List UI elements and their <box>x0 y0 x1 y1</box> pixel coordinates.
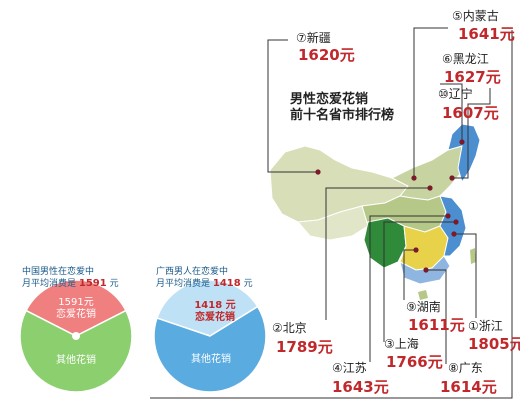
pie-china-love-value: 1591元 <box>58 297 94 308</box>
pie-china-title-line1: 中国男性在恋爱中 <box>22 267 95 277</box>
dot-jiangsu <box>445 213 451 219</box>
leader-line-hunan <box>403 249 416 300</box>
dot-hunan <box>413 247 419 253</box>
prov-rank: ⑤ <box>452 9 463 23</box>
prov-rank: ② <box>272 321 283 335</box>
pie-china-love-label: 1591元 恋爱花销 <box>36 297 116 321</box>
china-map <box>269 123 481 300</box>
prov-value-liaoning: 1607元 <box>442 104 499 122</box>
leader-line-zhejiang <box>454 233 477 318</box>
leader-line-neimenggu <box>413 27 448 178</box>
prov-name: 浙江 <box>478 319 503 333</box>
pie-guangxi-slice-1 <box>153 305 267 393</box>
map-taiwan-island <box>470 248 476 264</box>
prov-value-neimenggu: 1641元 <box>458 25 515 43</box>
prov-value-zhejiang: 1805元 <box>468 335 520 353</box>
prov-name: 新疆 <box>306 31 331 45</box>
prov-label-beijing: ②北京 <box>272 322 307 334</box>
prov-rank: ⑨ <box>406 300 417 314</box>
leader-line-xinjiang <box>267 39 318 173</box>
pie-china-slice-1 <box>19 309 133 393</box>
pie-guangxi-title: 广西男人在恋爱中 月平均消费是 1418 元 <box>156 266 253 290</box>
leader-line-heilongjiang <box>440 83 463 142</box>
map-hainan-island <box>418 290 428 300</box>
leader-line-shanghai <box>383 221 456 342</box>
dot-guangdong <box>423 267 429 273</box>
prov-name: 江苏 <box>342 361 367 375</box>
dot-zhejiang <box>451 231 457 237</box>
prov-name: 北京 <box>282 321 307 335</box>
prov-label-jiangsu: ④江苏 <box>332 362 367 374</box>
pie-guangxi-title-line1: 广西男人在恋爱中 <box>156 267 229 277</box>
prov-name: 内蒙古 <box>462 9 499 23</box>
prov-rank: ⑦ <box>296 31 307 45</box>
dot-shanghai <box>453 219 459 225</box>
leader-line-guangdong <box>426 269 447 364</box>
prov-label-heilongjiang: ⑥黑龙江 <box>442 53 489 65</box>
prov-label-shanghai: ③上海 <box>384 338 419 350</box>
prov-value-heilongjiang: 1627元 <box>444 68 501 86</box>
leader-line-beijing <box>325 187 430 320</box>
prov-label-xinjiang: ⑦新疆 <box>296 32 331 44</box>
prov-rank: ⑥ <box>442 52 453 66</box>
prov-name: 湖南 <box>416 300 441 314</box>
leader-line-jiangsu <box>369 215 448 362</box>
leader-lines <box>150 27 513 399</box>
prov-value-guangdong: 1614元 <box>440 378 497 396</box>
leader-line-liaoning <box>452 88 491 179</box>
prov-rank: ④ <box>332 361 343 375</box>
prov-value-beijing: 1789元 <box>276 338 333 356</box>
prov-rank: ③ <box>384 337 395 351</box>
dot-heilongjiang <box>459 139 465 145</box>
dot-beijing <box>427 185 433 191</box>
prov-rank: ⑩ <box>438 87 449 101</box>
prov-value-xinjiang: 1620元 <box>298 46 355 64</box>
chart-title: 男性恋爱花销 前十名省市排行榜 <box>290 92 394 124</box>
map-east-coast-region <box>439 195 467 257</box>
prov-value-jiangsu: 1643元 <box>332 378 389 396</box>
pie-guangxi-love-label: 1418 元 恋爱花销 <box>170 300 260 324</box>
prov-name: 上海 <box>394 337 419 351</box>
pie-china-title: 中国男性在恋爱中 月平均消费是 1591 元 <box>22 266 119 290</box>
chart-title-line2: 前十名省市排行榜 <box>290 108 395 123</box>
prov-label-zhejiang: ①浙江 <box>468 320 503 332</box>
map-north-region <box>390 145 469 201</box>
prov-value-shanghai: 1766元 <box>386 353 443 371</box>
pie-guangxi-love-value: 1418 元 <box>194 300 236 311</box>
map-northeast-region <box>447 123 481 184</box>
chart-title-line1: 男性恋爱花销 <box>290 92 369 107</box>
dot-liaoning <box>449 175 455 181</box>
pie-china-other-label: 其他花销 <box>56 355 96 366</box>
pie-china-title-line2: 月平均消费是 1591 元 <box>22 278 119 289</box>
dot-neimenggu <box>411 175 417 181</box>
pie-china-center-dot <box>72 332 80 340</box>
map-sichuan-region <box>363 217 407 269</box>
pie-guangxi <box>153 279 267 393</box>
prov-name: 黑龙江 <box>452 52 489 66</box>
prov-rank: ① <box>468 319 479 333</box>
prov-value-hunan: 1611元 <box>408 316 465 334</box>
prov-name: 辽宁 <box>448 87 473 101</box>
dot-xinjiang <box>315 169 321 175</box>
pie-china <box>19 279 133 393</box>
prov-name: 广东 <box>458 361 483 375</box>
prov-label-hunan: ⑨湖南 <box>406 301 441 313</box>
prov-label-neimenggu: ⑤内蒙古 <box>452 10 499 22</box>
pie-guangxi-love-text: 恋爱花销 <box>195 312 235 323</box>
location-dots <box>315 139 465 273</box>
pie-guangxi-title-line2: 月平均消费是 1418 元 <box>156 278 253 289</box>
pie-china-slice-0 <box>25 279 127 337</box>
frame-line-right <box>150 30 513 399</box>
prov-rank: ⑧ <box>448 361 459 375</box>
prov-label-guangdong: ⑧广东 <box>448 362 483 374</box>
pie-guangxi-other-label: 其他花销 <box>191 354 231 365</box>
prov-label-liaoning: ⑩辽宁 <box>438 88 473 100</box>
pie-china-love-text: 恋爱花销 <box>56 309 96 320</box>
